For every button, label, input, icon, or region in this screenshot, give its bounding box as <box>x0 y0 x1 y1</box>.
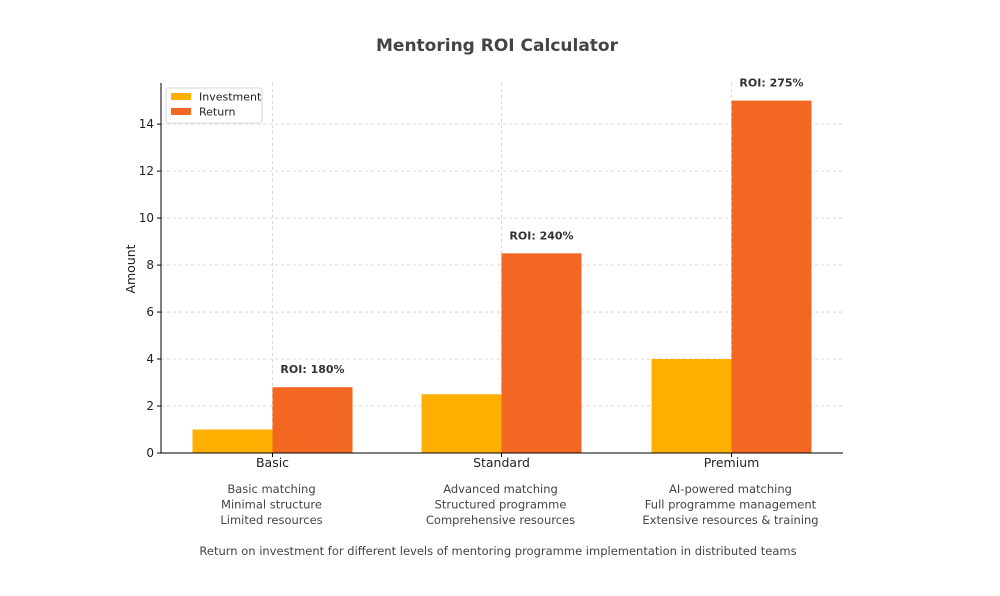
y-tick-label: 4 <box>146 352 154 366</box>
roi-label: ROI: 275% <box>739 77 803 90</box>
axes <box>157 83 843 457</box>
bar-investment-basic <box>192 429 273 453</box>
y-tick-label: 8 <box>146 258 154 272</box>
y-tick-label: 0 <box>146 446 154 460</box>
bar-return-standard <box>501 253 582 453</box>
bar-return-premium <box>731 100 812 453</box>
legend-swatch-investment <box>171 93 191 100</box>
category-description-line: Comprehensive resources <box>426 513 575 527</box>
chart-title: Mentoring ROI Calculator <box>376 36 619 56</box>
legend-swatch-return <box>171 108 191 115</box>
y-tick-label: 6 <box>146 305 154 319</box>
bars <box>192 100 812 453</box>
legend-label-return: Return <box>199 106 236 119</box>
labels: 0 2 4 6 8 10 12 14 Basic Basic matching Minimal st… <box>139 77 819 527</box>
legend: Investment Return <box>165 87 263 124</box>
x-tick-label: Premium <box>704 455 760 470</box>
y-tick-label: 2 <box>146 399 154 413</box>
category-description-line: Advanced matching <box>443 482 558 496</box>
roi-label: ROI: 240% <box>509 229 573 242</box>
category-description-line: Full programme management <box>645 498 817 512</box>
category-description-line: Limited resources <box>220 513 322 527</box>
category-description-line: Basic matching <box>227 482 315 496</box>
roi-label: ROI: 180% <box>280 363 344 376</box>
category-description-line: Extensive resources & training <box>642 513 818 527</box>
category-description-line: Minimal structure <box>221 498 322 512</box>
bar-return-basic <box>272 387 353 453</box>
bar-investment-standard <box>421 394 502 453</box>
y-tick-label: 12 <box>139 164 154 178</box>
bar-investment-premium <box>651 359 732 453</box>
category-description-line: AI-powered matching <box>669 482 792 496</box>
legend-label-investment: Investment <box>199 91 262 104</box>
y-tick-label: 10 <box>139 211 154 225</box>
category-description-line: Structured programme <box>435 498 567 512</box>
x-tick-label: Standard <box>473 455 530 470</box>
chart-subtitle: Return on investment for different level… <box>199 544 796 558</box>
x-tick-label: Basic <box>256 455 289 470</box>
y-tick-label: 14 <box>139 117 154 131</box>
y-axis-label: Amount <box>123 244 138 293</box>
